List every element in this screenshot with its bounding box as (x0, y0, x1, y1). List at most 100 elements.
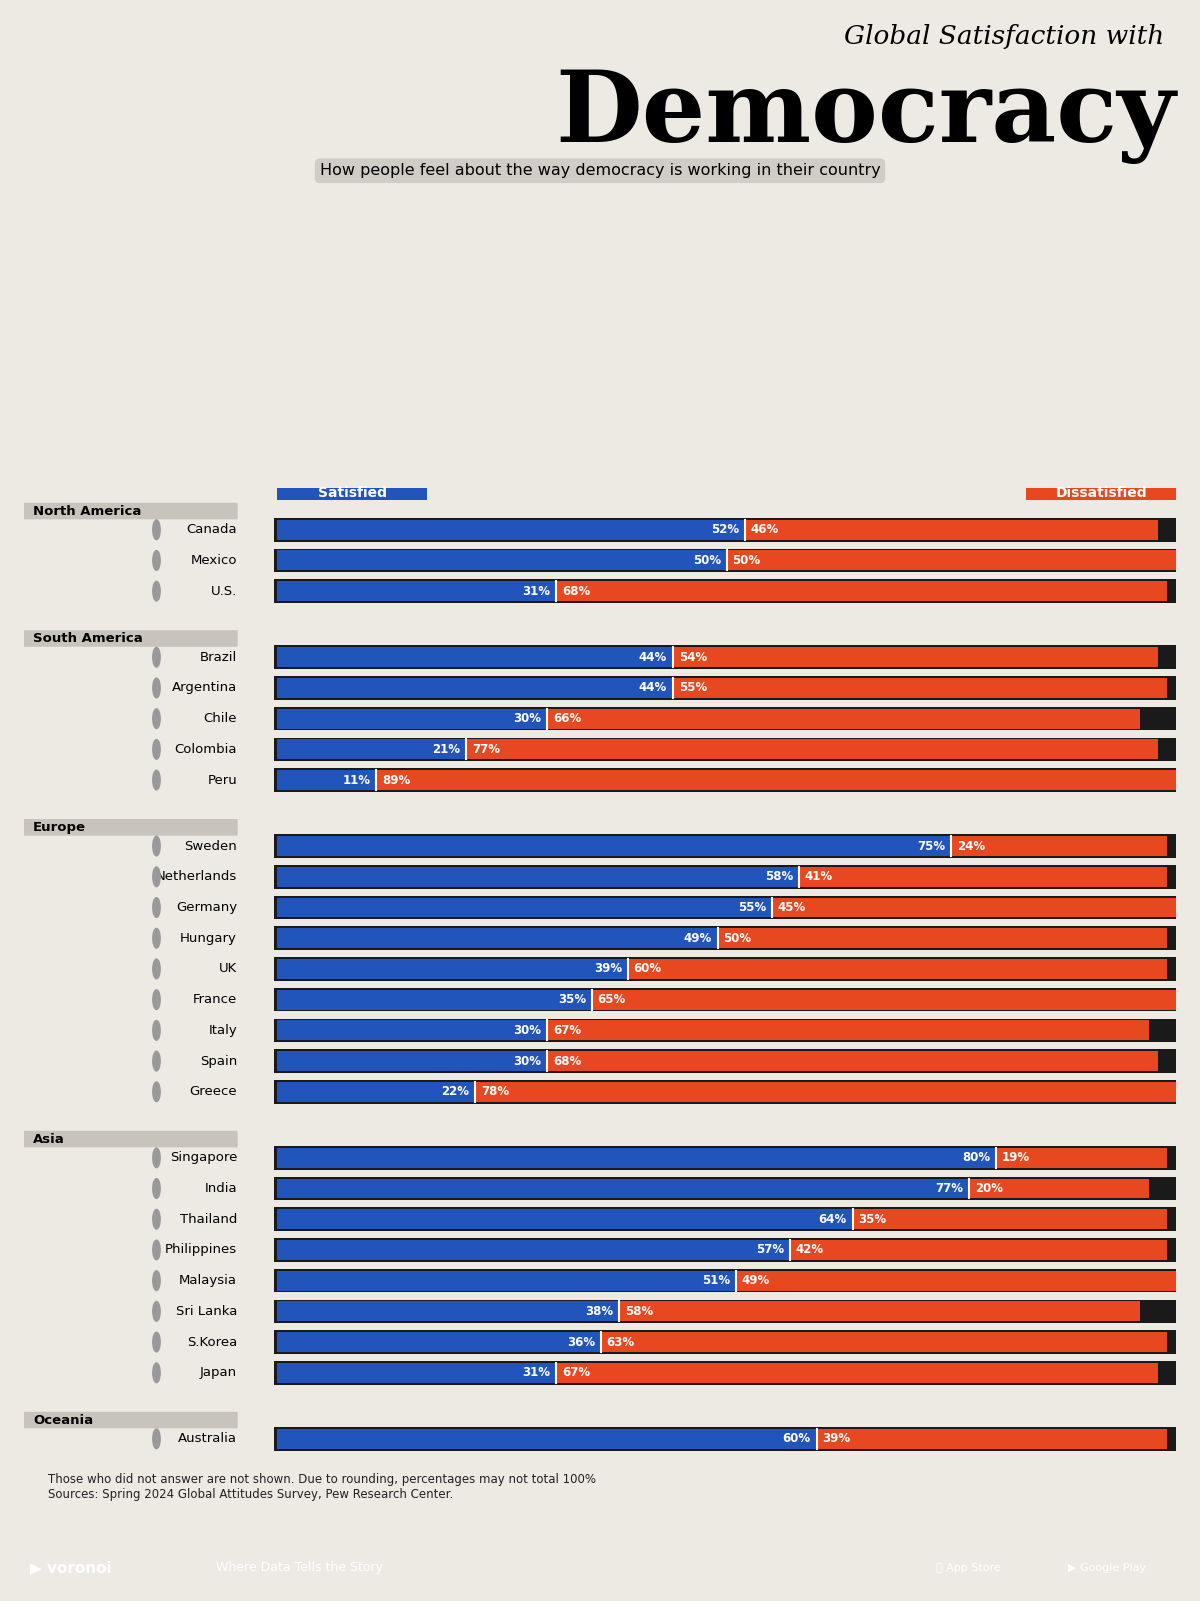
Bar (277, 989, 592, 1010)
Bar (601, 1332, 1168, 1353)
Bar (970, 1178, 1150, 1199)
Text: 44%: 44% (638, 650, 667, 664)
Bar (274, 706, 1180, 730)
Text: 51%: 51% (702, 1274, 730, 1287)
Circle shape (152, 868, 160, 887)
Text: 31%: 31% (522, 1366, 551, 1380)
Text: Oceania: Oceania (34, 1414, 94, 1426)
Text: Greece: Greece (190, 1085, 238, 1098)
Text: South America: South America (34, 632, 143, 645)
FancyBboxPatch shape (277, 487, 427, 500)
FancyBboxPatch shape (24, 820, 238, 836)
Circle shape (152, 1082, 160, 1101)
Text: 57%: 57% (756, 1244, 784, 1257)
Bar (277, 898, 772, 917)
Text: 19%: 19% (1002, 1151, 1030, 1164)
Text: Satisfied: Satisfied (318, 487, 386, 500)
Bar (790, 1239, 1168, 1260)
Bar (277, 677, 673, 698)
Bar (475, 1082, 1176, 1101)
Bar (274, 1361, 1180, 1385)
Text: Hungary: Hungary (180, 932, 238, 945)
Bar (277, 709, 547, 728)
Text: UK: UK (218, 962, 238, 975)
Bar (277, 929, 718, 948)
Text: 60%: 60% (782, 1433, 811, 1446)
Text: Dissatisfied: Dissatisfied (1055, 487, 1147, 500)
Circle shape (152, 1209, 160, 1230)
Text: 55%: 55% (678, 682, 707, 695)
Bar (673, 647, 1158, 668)
Text: 38%: 38% (586, 1305, 613, 1318)
FancyBboxPatch shape (24, 631, 238, 647)
Text: ▶ voronoi: ▶ voronoi (30, 1559, 112, 1575)
Bar (592, 989, 1176, 1010)
Text: 30%: 30% (514, 1055, 541, 1068)
Text: 67%: 67% (562, 1366, 590, 1380)
Circle shape (152, 836, 160, 857)
Text: 20%: 20% (976, 1182, 1003, 1194)
Text: 63%: 63% (607, 1335, 635, 1348)
Bar (274, 1081, 1180, 1103)
Bar (274, 1270, 1180, 1292)
Text: S.Korea: S.Korea (187, 1335, 238, 1348)
Text: Malaysia: Malaysia (179, 1274, 238, 1287)
Bar (274, 738, 1180, 760)
Bar (277, 866, 799, 887)
Bar (274, 519, 1180, 541)
Text: Colombia: Colombia (175, 743, 238, 756)
Text: 54%: 54% (678, 650, 707, 664)
Bar (274, 1018, 1180, 1042)
Bar (277, 1148, 996, 1167)
Circle shape (152, 1020, 160, 1041)
Bar (556, 1362, 1158, 1383)
Text: Chile: Chile (204, 712, 238, 725)
Circle shape (152, 679, 160, 698)
Bar (274, 1177, 1180, 1201)
Bar (277, 1271, 736, 1290)
Bar (277, 1020, 547, 1041)
Circle shape (152, 1271, 160, 1290)
Bar (277, 551, 727, 570)
Text: 52%: 52% (710, 524, 739, 536)
Text: Sweden: Sweden (185, 839, 238, 853)
Text: Peru: Peru (208, 773, 238, 786)
Text: 50%: 50% (692, 554, 721, 567)
Bar (277, 1178, 970, 1199)
Text: 50%: 50% (732, 554, 761, 567)
Bar (277, 740, 466, 759)
Text: 42%: 42% (796, 1244, 823, 1257)
Bar (277, 1332, 601, 1353)
Text: 68%: 68% (562, 584, 590, 597)
Bar (274, 957, 1180, 981)
Bar (277, 1428, 816, 1449)
Text: 89%: 89% (382, 773, 410, 786)
Text: U.S.: U.S. (211, 584, 238, 597)
Text: Asia: Asia (34, 1132, 65, 1146)
Bar (772, 898, 1176, 917)
Text: 78%: 78% (481, 1085, 509, 1098)
Text: 77%: 77% (936, 1182, 964, 1194)
Bar (277, 959, 628, 978)
Bar (274, 895, 1180, 919)
Text: Sri Lanka: Sri Lanka (175, 1305, 238, 1318)
Bar (274, 865, 1180, 889)
Text: 45%: 45% (778, 901, 805, 914)
Circle shape (152, 709, 160, 728)
Circle shape (152, 520, 160, 540)
Text: Europe: Europe (34, 821, 86, 834)
Circle shape (152, 551, 160, 570)
Bar (274, 988, 1180, 1012)
Bar (274, 1330, 1180, 1354)
Text: 11%: 11% (342, 773, 371, 786)
Text: Democracy: Democracy (556, 67, 1176, 165)
Bar (274, 834, 1180, 858)
Circle shape (152, 989, 160, 1010)
Bar (274, 768, 1180, 792)
Text: 35%: 35% (858, 1212, 887, 1226)
Text: 50%: 50% (724, 932, 751, 945)
Bar (274, 1238, 1180, 1262)
Bar (547, 709, 1140, 728)
Bar (628, 959, 1168, 978)
Circle shape (152, 1178, 160, 1198)
